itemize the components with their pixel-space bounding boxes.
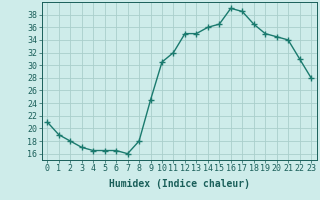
X-axis label: Humidex (Indice chaleur): Humidex (Indice chaleur) [109,179,250,189]
